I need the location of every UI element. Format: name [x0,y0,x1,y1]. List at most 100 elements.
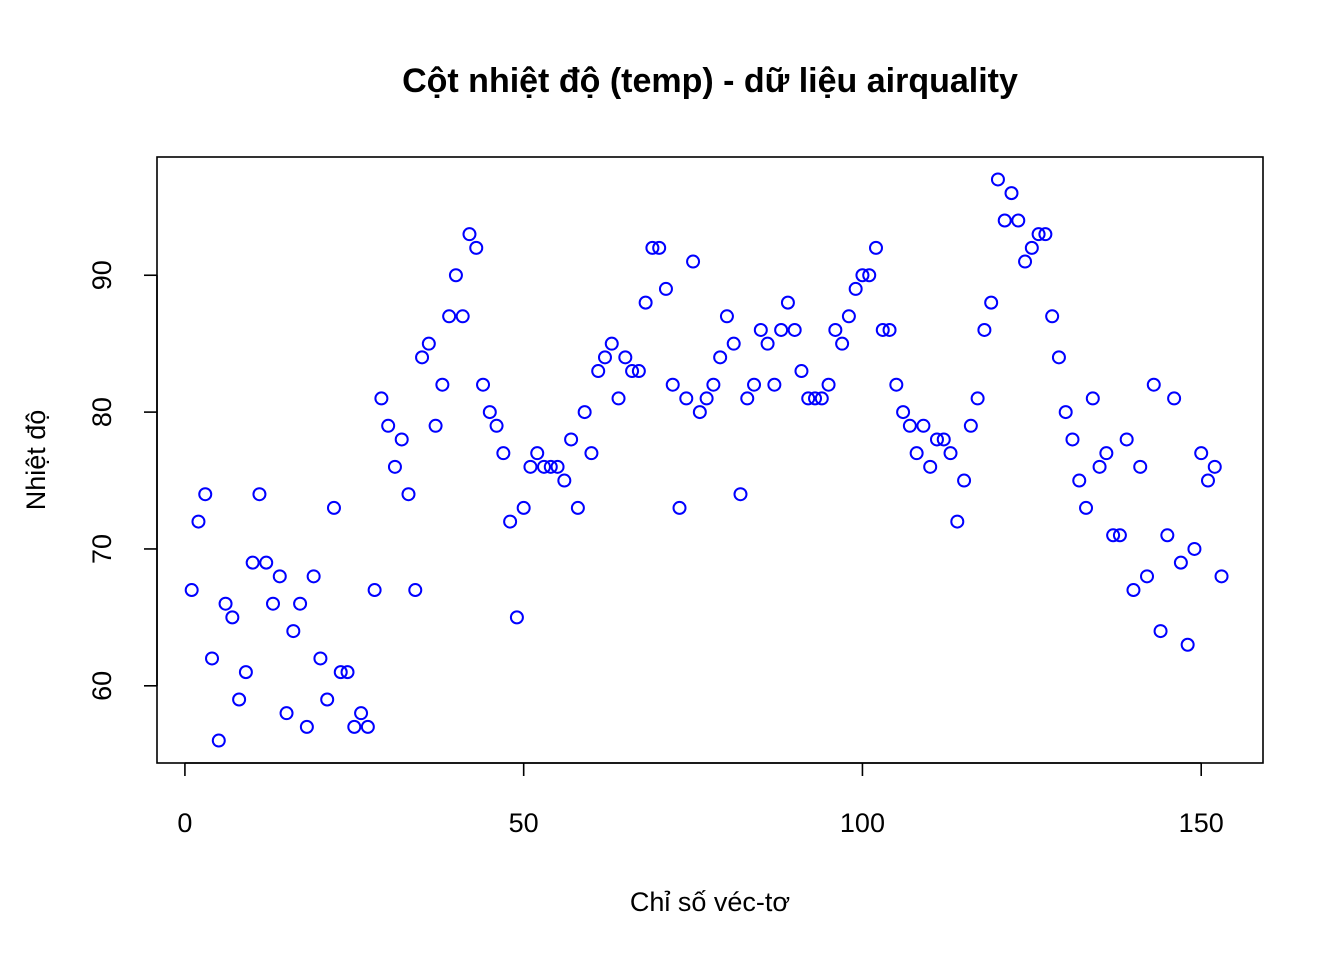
data-point [808,391,823,406]
data-point [523,459,538,474]
data-point [530,446,545,461]
data-point [848,281,863,296]
data-point [631,364,646,379]
data-point [306,569,321,584]
data-point [984,295,999,310]
data-point [543,459,558,474]
data-point [245,555,260,570]
data-point [740,391,755,406]
data-point [1058,405,1073,420]
data-point [699,391,714,406]
data-point [293,596,308,611]
y-axis: 60 70 80 90 [87,260,158,701]
data-point [658,281,673,296]
data-point [638,295,653,310]
data-point [835,336,850,351]
data-point [855,268,870,283]
data-point [577,405,592,420]
data-point [1038,227,1053,242]
data-point [557,473,572,488]
data-point [875,322,890,337]
data-point [1173,555,1188,570]
data-point [801,391,816,406]
data-point [286,624,301,639]
data-point [333,665,348,680]
data-point [726,336,741,351]
data-point [347,719,362,734]
data-point [950,514,965,529]
data-point [421,336,436,351]
data-point [977,322,992,337]
data-point [259,555,274,570]
y-axis-label: Nhiệt độ [21,410,51,511]
data-point [828,322,843,337]
data-point [868,240,883,255]
data-point [1126,583,1141,598]
data-point [191,514,206,529]
data-point [780,295,795,310]
data-point [537,459,552,474]
data-point [211,733,226,748]
data-points [184,172,1229,748]
data-point [367,583,382,598]
data-point [455,309,470,324]
data-point [462,227,477,242]
data-point [1140,569,1155,584]
data-point [1160,528,1175,543]
data-point [1146,377,1161,392]
x-axis-label: Chỉ số véc-tơ [630,887,790,917]
data-point [896,405,911,420]
data-point [1106,528,1121,543]
data-point [611,391,626,406]
data-point [1180,637,1195,652]
data-point [198,487,213,502]
data-point [503,514,518,529]
data-point [604,336,619,351]
data-point [936,432,951,447]
data-point [509,610,524,625]
data-point [814,391,829,406]
x-tick-label: 0 [177,808,192,838]
data-point [1051,350,1066,365]
data-point [381,418,396,433]
data-point [374,391,389,406]
data-point [733,487,748,502]
data-point [428,418,443,433]
data-point [1079,500,1094,515]
data-point [394,432,409,447]
data-point [997,213,1012,228]
y-tick-label: 80 [87,397,117,427]
data-point [272,569,287,584]
data-point [218,596,233,611]
data-point [299,719,314,734]
data-point [1085,391,1100,406]
x-tick-label: 50 [509,808,539,838]
data-point [1031,227,1046,242]
data-point [645,240,660,255]
data-point [1024,240,1039,255]
x-axis: 0 50 100 150 [177,762,1224,838]
data-point [476,377,491,392]
data-point [760,336,775,351]
data-point [550,459,565,474]
data-point [584,446,599,461]
data-point [1207,459,1222,474]
x-tick-label: 150 [1179,808,1224,838]
data-point [767,377,782,392]
data-point [652,240,667,255]
data-point [591,364,606,379]
data-point [496,446,511,461]
data-point [1004,186,1019,201]
data-point [923,459,938,474]
data-point [821,377,836,392]
data-point [787,322,802,337]
data-point [1011,213,1026,228]
data-point [1153,624,1168,639]
data-point [564,432,579,447]
data-point [916,418,931,433]
data-point [902,418,917,433]
data-point [184,583,199,598]
data-point [279,706,294,721]
data-point [929,432,944,447]
